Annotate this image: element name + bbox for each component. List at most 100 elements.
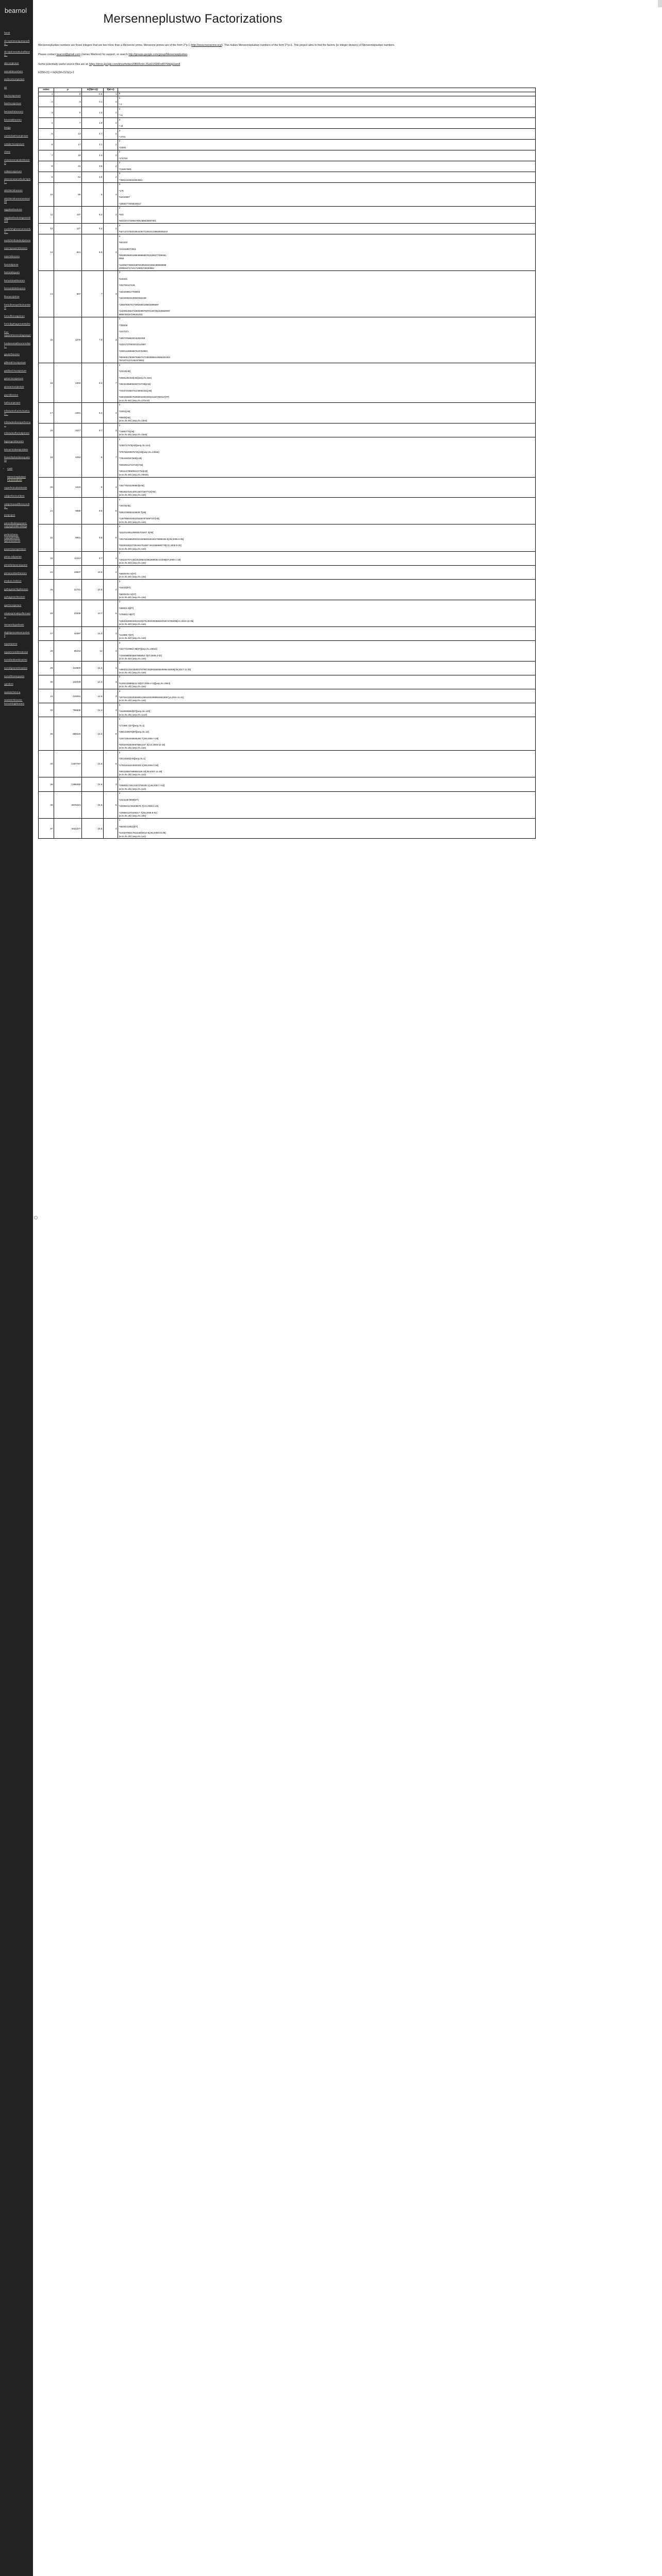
sidebar-item-factorialprime[interactable]: factorialprime <box>0 263 33 266</box>
mersenne-org-link[interactable]: http://www.mersenne.org/ <box>191 44 222 47</box>
sidebar-item-slightlyexcessivenumbers[interactable]: slightlyexcessivenumbers <box>0 631 33 637</box>
sidebar-item-wanless-lemma[interactable]: wanless'lemma <box>0 691 33 694</box>
sidebar-item-prime-onlyseries[interactable]: prime-onlyseries <box>0 555 33 558</box>
sidebar-item-catalan-sconjecture[interactable]: catalan'sconjecture <box>0 143 33 146</box>
row-index: 4 <box>38 117 54 129</box>
sidebar-item-euler-spowerstheorem[interactable]: euler'spowerstheorem <box>0 247 33 250</box>
sidebar-item-upintb23[interactable]: upintb23 <box>0 683 33 686</box>
sidebar-item-4k-1primeuniquesumoftw[interactable]: 4k+1primeuniquesumoftw... <box>0 40 33 46</box>
row-prime-exponent: 1279 <box>54 316 82 364</box>
sidebar-item-perfectchess-copyright1996-9jameswanless[interactable]: perfectchess-copyright1996-9jameswanless <box>0 533 33 543</box>
sidebar-item-fibonacciprime[interactable]: fibonacciprime <box>0 295 33 298</box>
row-factorization: 3 *768614336404564651 <box>118 171 536 183</box>
sidebar-item-euclid-sinfinitudeofprimes[interactable]: euclid'sinfinitudeofprimes <box>0 239 33 242</box>
sidebar-item-grimm-sconjecture[interactable]: grimm'sconjecture <box>0 377 33 380</box>
sidebar-item-p10project[interactable]: p10project <box>0 514 33 517</box>
row-prime-exponent: 756839 <box>54 703 82 718</box>
sidebar-item-bridge[interactable]: bridge <box>0 126 33 129</box>
sidebar-item-sumofthreesquares[interactable]: sumofthreesquares <box>0 675 33 678</box>
sidebar-item-factorialsquare[interactable]: factorialsquare <box>0 271 33 274</box>
row-actual-factors: 3 <box>103 674 118 690</box>
sidebar-item-lineardiophantineequations[interactable]: lineardiophantineequations <box>0 456 33 462</box>
sidebar-item-egyptianfractions[interactable]: egyptianfractions <box>0 208 33 211</box>
sidebar-item-lagrange-stheorem[interactable]: lagrange'stheorem <box>0 440 33 443</box>
row-factorization: 3 *43403[DT] *86005761 5[DT] (ecm,rls=50… <box>118 579 536 600</box>
sidebar-item-product-hcfxlcm[interactable]: product=hcfxlcm <box>0 580 33 583</box>
contact-email-link[interactable]: bearnol@gmail.com <box>56 53 80 57</box>
sidebar-item-math[interactable]: ⌃ math <box>0 467 33 470</box>
sidebar-item-gronau-sconjecture[interactable]: gronau'sconjecture <box>0 385 33 388</box>
sidebar-item-formofevenperfectnumbers[interactable]: formofevenperfectnumbers <box>0 303 33 310</box>
sidebar-item-squareprime[interactable]: squareprime <box>0 642 33 646</box>
sidebar-item-4k-3primenotsumoftwosq[interactable]: 4k+3primenotsumoftwosq... <box>0 50 33 57</box>
table-row: 4 7 1.8 2 3 * 43 <box>38 117 536 129</box>
site-brand[interactable]: bearnol <box>5 7 27 14</box>
row-actual-factors: 5 <box>103 497 118 525</box>
sidebar-item-label: upintb23 <box>4 683 13 686</box>
sidebar-item-amicablenumbers[interactable]: amicablenumbers <box>0 70 33 73</box>
sidebar-item-oddperfectnumbers[interactable]: oddperfectnumbers <box>0 495 33 498</box>
scrollbar-artifact[interactable] <box>658 0 662 7</box>
sidebar-item-pythagoras-theorem[interactable]: pythagoras'theorem <box>0 596 33 599</box>
sidebar-item-hall-sconjecture[interactable]: hall'sconjecture <box>0 401 33 404</box>
sidebar-item-sumofarithmeticseries[interactable]: sumofarithmeticseries <box>0 658 33 662</box>
sidebar-item-mersenneplustwo-factorizations[interactable]: Mersenneplustwo Factorizations <box>0 476 33 482</box>
google-group-link[interactable]: http://groups.google.com/group/Mersennep… <box>128 53 188 57</box>
sidebar-item-four-squaretheorem-lagrange[interactable]: four-squaretheorem(lagrange) <box>0 331 33 337</box>
row-actual-factors: 4 <box>103 640 118 662</box>
row-factorization: 3 *1180717875[AB](wep,rls=1e4) *37876820… <box>118 437 536 478</box>
sidebar-item-infinitudeofevenperfectnu[interactable]: infinitudeofevenperfectnu... <box>0 421 33 427</box>
sidebar-item-beal-sconjecture[interactable]: beal'sconjecture <box>0 102 33 105</box>
sidebar-item-primebetweensquares[interactable]: primebetweensquares <box>0 564 33 567</box>
sidebar-item-euclid-shighestcommonfact[interactable]: euclid'shighestcommonfact... <box>0 228 33 234</box>
sidebar-item-collatzconjecture[interactable]: collatzconjecture <box>0 170 33 173</box>
sidebar-item-noperfectcuboidexists[interactable]: noperfectcuboidexists <box>0 486 33 489</box>
sidebar-item-pythagoras-bigtheorem[interactable]: pythagoras'bigtheorem <box>0 588 33 591</box>
sidebar-item-abcconjecture[interactable]: abcconjecture <box>0 62 33 65</box>
sidebar-item-wanless-theorem-fermat-sbigtheorem[interactable]: wanless'theorem-fermat'sbigtheorem <box>0 699 33 705</box>
sidebar-item-binomialtheorem[interactable]: binomialtheorem <box>0 118 33 122</box>
sidebar-item-infinitudeoffermatprimes[interactable]: infinitudeoffermatprimes <box>0 432 33 435</box>
sidebar-item-goldbach-sconjecture[interactable]: goldbach'sconjecture <box>0 369 33 372</box>
sidebar-item-label: amicablenumbers <box>4 70 23 73</box>
sidebar-item-formoffermatprimes[interactable]: formoffermatprimes <box>0 315 33 318</box>
sidebar-item-fermat-slittletheorem[interactable]: fermat'slittletheorem <box>0 287 33 290</box>
drive-source-files-link[interactable]: https://drive.google.com/drive/folders/0… <box>89 62 180 66</box>
sidebar-item-bau-sconjecture[interactable]: bau'sconjecture <box>0 94 33 97</box>
sidebar-item-euler-stheorem[interactable]: euler'stheorem <box>0 255 33 258</box>
sidebar-item-primenumbertheorem[interactable]: primenumbertheorem <box>0 572 33 575</box>
sidebar-item-fundamentaltheoremofarit[interactable]: fundamentaltheoremofarit... <box>0 342 33 348</box>
sidebar-item-label: wanless'theorem-fermat'sbigtheorem <box>4 699 25 705</box>
row-expected-factors: 1.8 <box>81 117 104 129</box>
sidebar-item-guy-stheorem[interactable]: guy'stheorem <box>0 394 33 397</box>
table-column-header <box>118 87 536 92</box>
sidebar-item-gauss-theorem[interactable]: gauss'theorem <box>0 353 33 356</box>
sidebar-item-home[interactable]: home <box>0 31 33 35</box>
sidebar-item-dirichlet-stheorem[interactable]: dirichlet'stheorem <box>0 189 33 192</box>
sidebar-item-lehmer-stotientproblem[interactable]: lehmer'stotientproblem <box>0 448 33 451</box>
sidebar-item-riemannhypothesis[interactable]: riemannhypothesis <box>0 623 33 626</box>
sidebar-item-pannolbiddingsystem-copyright1995-2002ja[interactable]: pannolbiddingsystem-copyright1995-2002ja <box>0 522 33 528</box>
sidebar-item-oddprimeasdifferenceoftw[interactable]: oddprimeasdifferenceoftw... <box>0 503 33 509</box>
sidebar-item-chess[interactable]: chess <box>0 150 33 154</box>
sidebar-item-powersinprogression[interactable]: powersinprogression <box>0 548 33 551</box>
sidebar-item-determinationofeuler-sphif[interactable]: determinationofeuler'sphif... <box>0 178 33 184</box>
sidebar-item-carmichael-sconjecture[interactable]: carmichael'sconjecture <box>0 134 33 138</box>
sidebar-item-sumofgeometricseries[interactable]: sumofgeometricseries <box>0 667 33 670</box>
sidebar-item-infinitudeofcarmichaelnum[interactable]: infinitudeofcarmichaelnum... <box>0 410 33 416</box>
sidebar-item-gilbreath-sconjecture[interactable]: gilbreath'sconjecture <box>0 361 33 364</box>
row-expected-factors: 7 <box>81 270 104 317</box>
sidebar-item-chineseremaindertheorem[interactable]: chineseremaindertheorem <box>0 159 33 165</box>
sidebar-resize-handle[interactable] <box>34 1216 38 1219</box>
sidebar-item-fermat-slasttheorem[interactable]: fermat'slasttheorem <box>0 279 33 282</box>
sidebar-item-egyptianfractionsgeneralized[interactable]: egyptianfractionsgeneralized <box>0 216 33 223</box>
sidebar-item-label: four-squaretheorem(lagrange) <box>4 330 31 336</box>
sidebar-item-bertrand-stheorem[interactable]: bertrand'stheorem <box>0 110 33 113</box>
sidebar-item-quet-sconjecture[interactable]: quet'sconjecture <box>0 604 33 607</box>
sidebar-item-relativeprimalityoffermatn[interactable]: relativeprimalityoffermatn... <box>0 612 33 618</box>
sidebar-item-dirichlet-stheoremextended[interactable]: dirichlet'stheoremextended <box>0 197 33 204</box>
sidebar-item-squarerootof2irrational[interactable]: squarerootof2irrational <box>0 651 33 654</box>
sidebar-item-andrica-sconjecture[interactable]: andrica'sconjecture <box>0 78 33 81</box>
sidebar-item-art[interactable]: art <box>0 86 33 89</box>
sidebar-item-formofpythagoreantriples[interactable]: formofpythagoreantriples <box>0 323 33 326</box>
